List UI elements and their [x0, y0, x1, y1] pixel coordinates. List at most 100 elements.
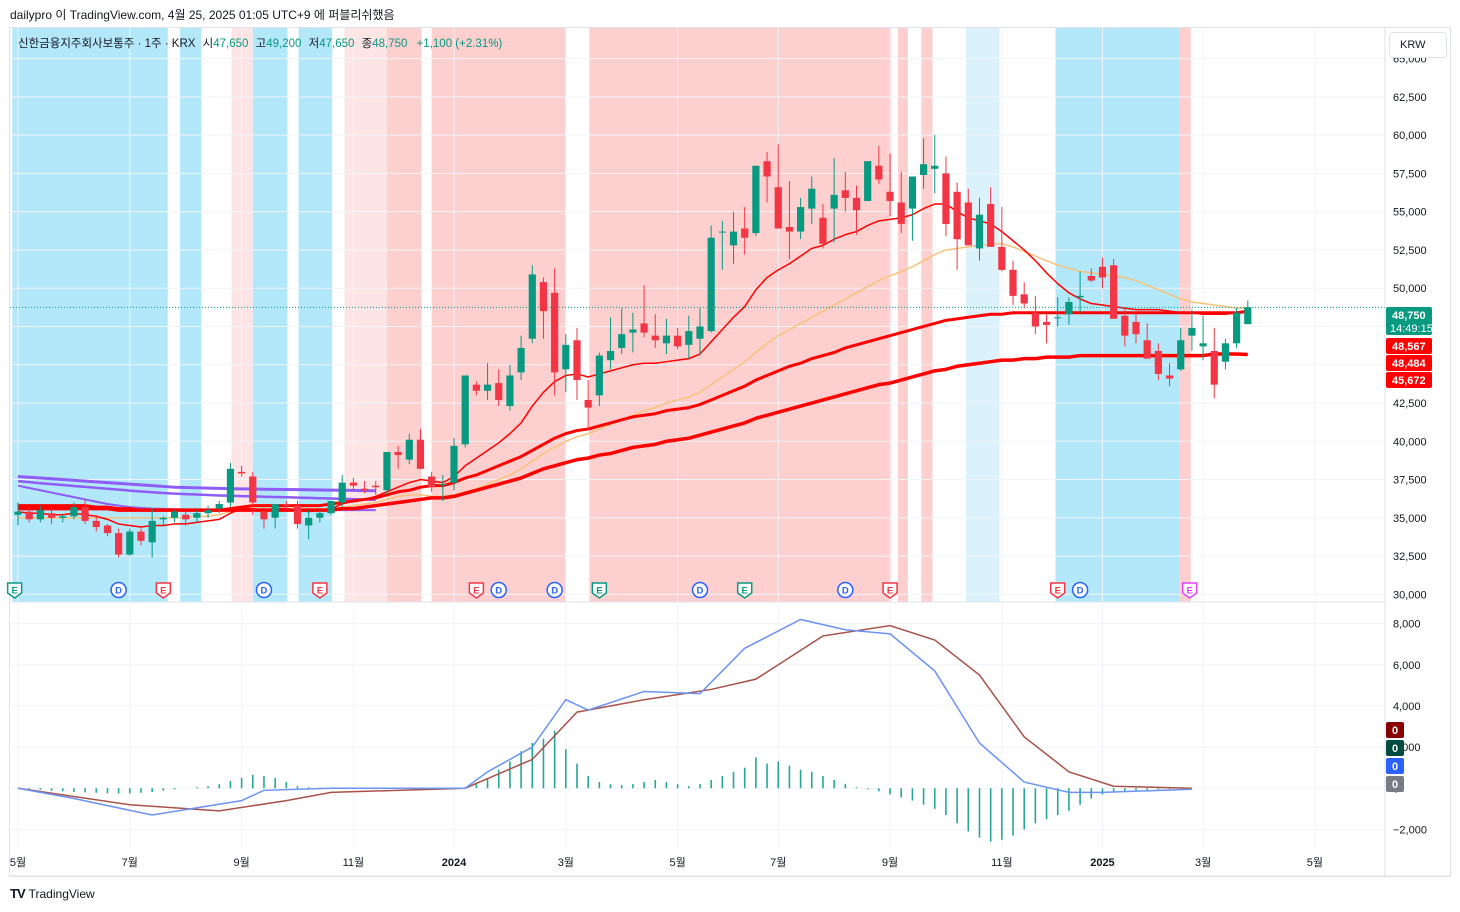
candle-body — [797, 207, 805, 232]
candle — [394, 445, 402, 469]
candle — [472, 381, 480, 396]
macd-label-value: 0 — [1392, 725, 1398, 737]
candle-body — [103, 525, 112, 534]
candle-body — [919, 164, 928, 175]
tradingview-name: TradingView — [28, 886, 95, 901]
dividend-marker: D — [490, 581, 507, 599]
candle-body — [1188, 328, 1196, 336]
candle-body — [1054, 317, 1062, 319]
dividend-icon — [546, 581, 563, 599]
currency-button[interactable]: KRW — [1389, 32, 1447, 58]
candle-body — [1110, 265, 1118, 319]
y-tick-label: 50,000 — [1393, 283, 1427, 295]
candle — [1020, 282, 1028, 309]
purple-ma-line — [17, 474, 376, 493]
candle — [696, 308, 704, 356]
candle-body — [439, 484, 447, 486]
candle-body — [506, 375, 514, 407]
dividend-marker: D — [691, 581, 709, 599]
candle-body — [1221, 343, 1230, 362]
macd-label-value: 0 — [1392, 743, 1398, 755]
price-label-box — [1386, 338, 1432, 354]
candle-body — [551, 292, 559, 373]
candle — [797, 197, 805, 240]
candle — [763, 151, 771, 203]
y-tick-label: 62,500 — [1393, 92, 1427, 104]
candle — [1199, 315, 1207, 361]
candle-body — [316, 513, 324, 518]
candle-body — [182, 514, 190, 520]
macd-value-label: 0 — [1386, 758, 1404, 774]
candle-body — [193, 513, 201, 518]
macd-value-label: 0 — [1386, 722, 1404, 738]
candle-body — [495, 383, 503, 400]
candle — [964, 188, 972, 246]
marker-letter: D — [115, 586, 122, 597]
candle — [305, 510, 313, 540]
y-tick-label: 52,500 — [1393, 245, 1427, 257]
candle-body — [25, 511, 33, 520]
candle-body — [115, 533, 123, 555]
candle-body — [450, 445, 458, 483]
dividend-icon — [1071, 581, 1089, 599]
candle — [372, 481, 380, 495]
marker-letter: D — [842, 586, 849, 597]
candle — [1065, 297, 1073, 325]
y-tick-label: 37,500 — [1393, 475, 1427, 487]
tradingview-brand[interactable]: TV TradingView — [10, 886, 95, 901]
price-label-box — [1386, 372, 1432, 388]
candle-body — [718, 231, 726, 233]
candle-body — [606, 350, 615, 361]
candle-body — [81, 507, 89, 521]
candle — [1054, 297, 1062, 327]
candle — [1165, 363, 1174, 387]
earnings-marker: E — [312, 582, 328, 599]
candle-body — [763, 161, 771, 177]
candle — [1132, 312, 1140, 344]
x-tick-label: 2025 — [1090, 857, 1114, 869]
candle — [159, 516, 167, 526]
macd-label-box — [1386, 776, 1404, 792]
candle — [651, 314, 659, 348]
low-label: 저 — [308, 38, 320, 50]
candle — [1121, 308, 1129, 347]
earnings-marker: E — [736, 582, 753, 599]
background-band — [897, 28, 908, 602]
candle-body — [405, 439, 413, 460]
candle-body — [483, 384, 492, 391]
candle — [193, 510, 201, 523]
purple-ma-line — [17, 479, 376, 502]
marker-letter: E — [317, 586, 323, 597]
earnings-icon — [591, 582, 608, 599]
candle — [249, 471, 257, 515]
candle — [942, 156, 950, 237]
candle-body — [416, 439, 425, 469]
orange-ma-line — [18, 243, 1248, 519]
candle-body — [1177, 340, 1185, 370]
candle — [47, 507, 56, 524]
candle — [1110, 259, 1118, 319]
candle — [14, 502, 22, 526]
publish-caption: dailypro 이 TradingView.com, 4월 25, 2025 … — [10, 8, 395, 22]
candle — [528, 265, 536, 344]
candle-body — [864, 161, 872, 201]
candle — [316, 510, 324, 523]
dividend-icon — [110, 581, 127, 599]
candle-body — [562, 344, 570, 370]
candle-body — [975, 214, 984, 249]
candle-body — [931, 165, 939, 169]
candle-body — [383, 451, 391, 491]
candle — [204, 505, 212, 518]
candle — [226, 462, 235, 508]
marker-letter: E — [11, 586, 17, 597]
candle — [685, 315, 693, 359]
dividend-icon — [691, 581, 709, 599]
candle — [182, 511, 190, 526]
candle — [1087, 268, 1095, 283]
candle-body — [204, 510, 212, 514]
candle — [606, 317, 615, 370]
marker-letter: E — [160, 586, 166, 597]
